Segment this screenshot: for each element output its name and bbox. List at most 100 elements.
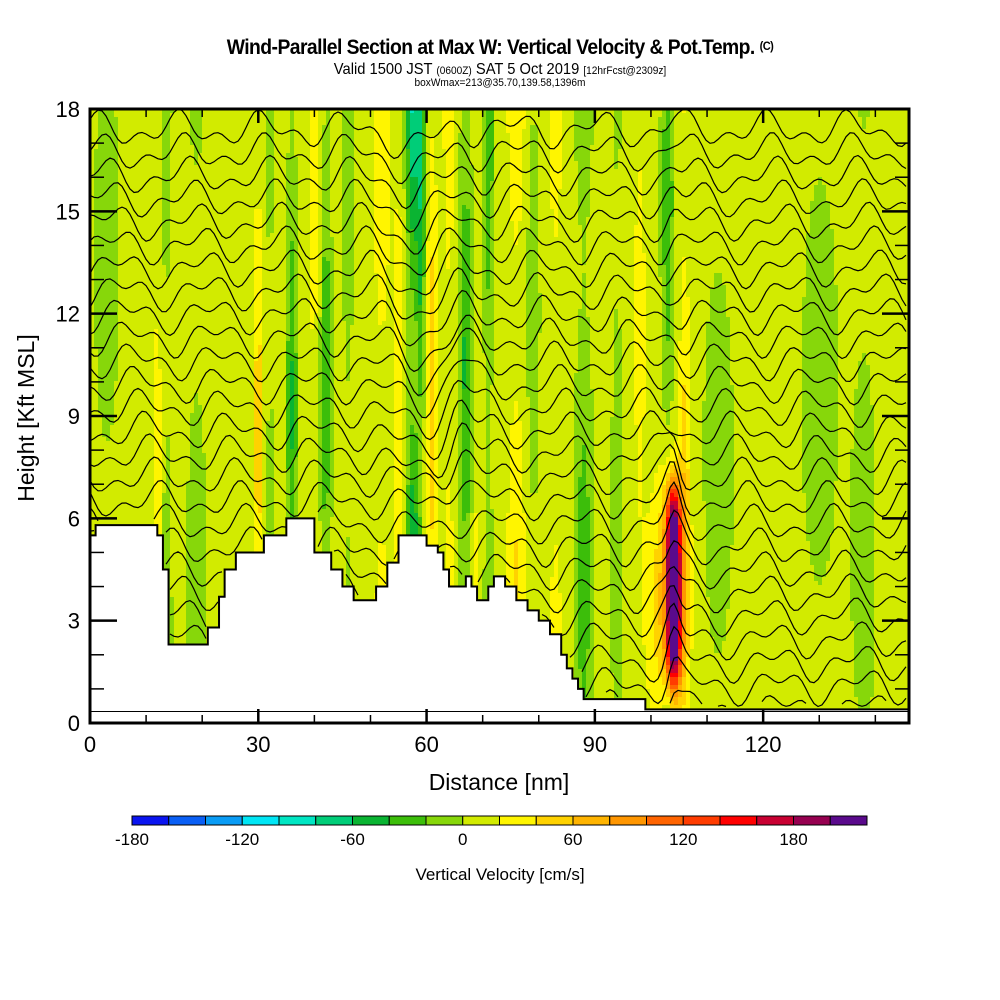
w-cell xyxy=(106,129,111,134)
w-cell xyxy=(218,121,223,126)
w-cell xyxy=(138,481,143,486)
w-cell xyxy=(102,453,107,458)
w-cell xyxy=(146,173,151,178)
w-cell xyxy=(98,453,103,458)
w-cell xyxy=(106,321,111,326)
w-cell xyxy=(194,125,199,130)
w-cell xyxy=(170,189,175,194)
w-cell xyxy=(162,189,167,194)
w-cell xyxy=(102,213,107,218)
w-cell xyxy=(206,357,211,362)
w-cell xyxy=(130,301,135,306)
w-cell xyxy=(158,249,163,254)
w-cell xyxy=(174,181,179,186)
w-cell xyxy=(178,565,183,570)
w-cell xyxy=(178,249,183,254)
w-cell xyxy=(198,145,203,150)
w-cell xyxy=(142,121,147,126)
w-cell xyxy=(98,229,103,234)
w-cell xyxy=(94,397,99,402)
w-cell xyxy=(210,405,215,410)
w-cell xyxy=(102,149,107,154)
w-cell xyxy=(170,137,175,142)
w-cell xyxy=(206,121,211,126)
w-cell xyxy=(114,273,119,278)
w-cell xyxy=(158,393,163,398)
w-cell xyxy=(178,421,183,426)
w-cell xyxy=(98,149,103,154)
w-cell xyxy=(102,233,107,238)
w-cell xyxy=(186,637,191,642)
w-cell xyxy=(190,293,195,298)
w-cell xyxy=(170,429,175,434)
w-cell xyxy=(102,117,107,122)
w-cell xyxy=(130,261,135,266)
w-cell xyxy=(110,429,115,434)
w-cell xyxy=(186,289,191,294)
w-cell xyxy=(194,429,199,434)
w-cell xyxy=(198,193,203,198)
w-cell xyxy=(138,345,143,350)
w-cell xyxy=(106,385,111,390)
w-cell xyxy=(174,333,179,338)
w-cell xyxy=(182,289,187,294)
w-cell xyxy=(134,269,139,274)
w-cell xyxy=(214,121,219,126)
w-cell xyxy=(182,173,187,178)
w-cell xyxy=(114,117,119,122)
w-cell xyxy=(138,193,143,198)
w-cell xyxy=(206,141,211,146)
w-cell xyxy=(126,253,131,258)
w-cell xyxy=(190,381,195,386)
w-cell xyxy=(218,289,223,294)
w-cell xyxy=(194,193,199,198)
w-cell xyxy=(94,457,99,462)
w-cell xyxy=(182,597,187,602)
w-cell xyxy=(146,421,151,426)
w-cell xyxy=(214,289,219,294)
w-cell xyxy=(194,373,199,378)
w-cell xyxy=(174,153,179,158)
w-cell xyxy=(170,345,175,350)
w-cell xyxy=(174,269,179,274)
w-cell xyxy=(190,229,195,234)
w-cell xyxy=(218,581,223,586)
w-cell xyxy=(210,321,215,326)
w-cell xyxy=(182,461,187,466)
w-cell xyxy=(114,185,119,190)
w-cell xyxy=(110,341,115,346)
w-cell xyxy=(118,293,123,298)
w-cell xyxy=(206,169,211,174)
w-cell xyxy=(126,157,131,162)
w-cell xyxy=(190,481,195,486)
w-cell xyxy=(210,365,215,370)
w-cell xyxy=(126,453,131,458)
w-cell xyxy=(102,385,107,390)
w-cell xyxy=(214,553,219,558)
w-cell xyxy=(218,461,223,466)
w-cell xyxy=(110,485,115,490)
w-cell xyxy=(194,537,199,542)
w-cell xyxy=(210,541,215,546)
w-cell xyxy=(166,265,171,270)
w-cell xyxy=(206,457,211,462)
w-cell xyxy=(138,141,143,146)
w-cell xyxy=(186,253,191,258)
w-cell xyxy=(202,357,207,362)
w-cell xyxy=(182,513,187,518)
w-cell xyxy=(114,333,119,338)
w-cell xyxy=(110,237,115,242)
w-cell xyxy=(214,393,219,398)
w-cell xyxy=(206,301,211,306)
w-cell xyxy=(94,221,99,226)
w-cell xyxy=(214,357,219,362)
w-cell xyxy=(94,157,99,162)
w-cell xyxy=(126,313,131,318)
w-cell xyxy=(214,409,219,414)
w-cell xyxy=(170,193,175,198)
w-cell xyxy=(114,193,119,198)
w-cell xyxy=(158,173,163,178)
w-cell xyxy=(114,401,119,406)
w-cell xyxy=(134,457,139,462)
w-cell xyxy=(102,205,107,210)
